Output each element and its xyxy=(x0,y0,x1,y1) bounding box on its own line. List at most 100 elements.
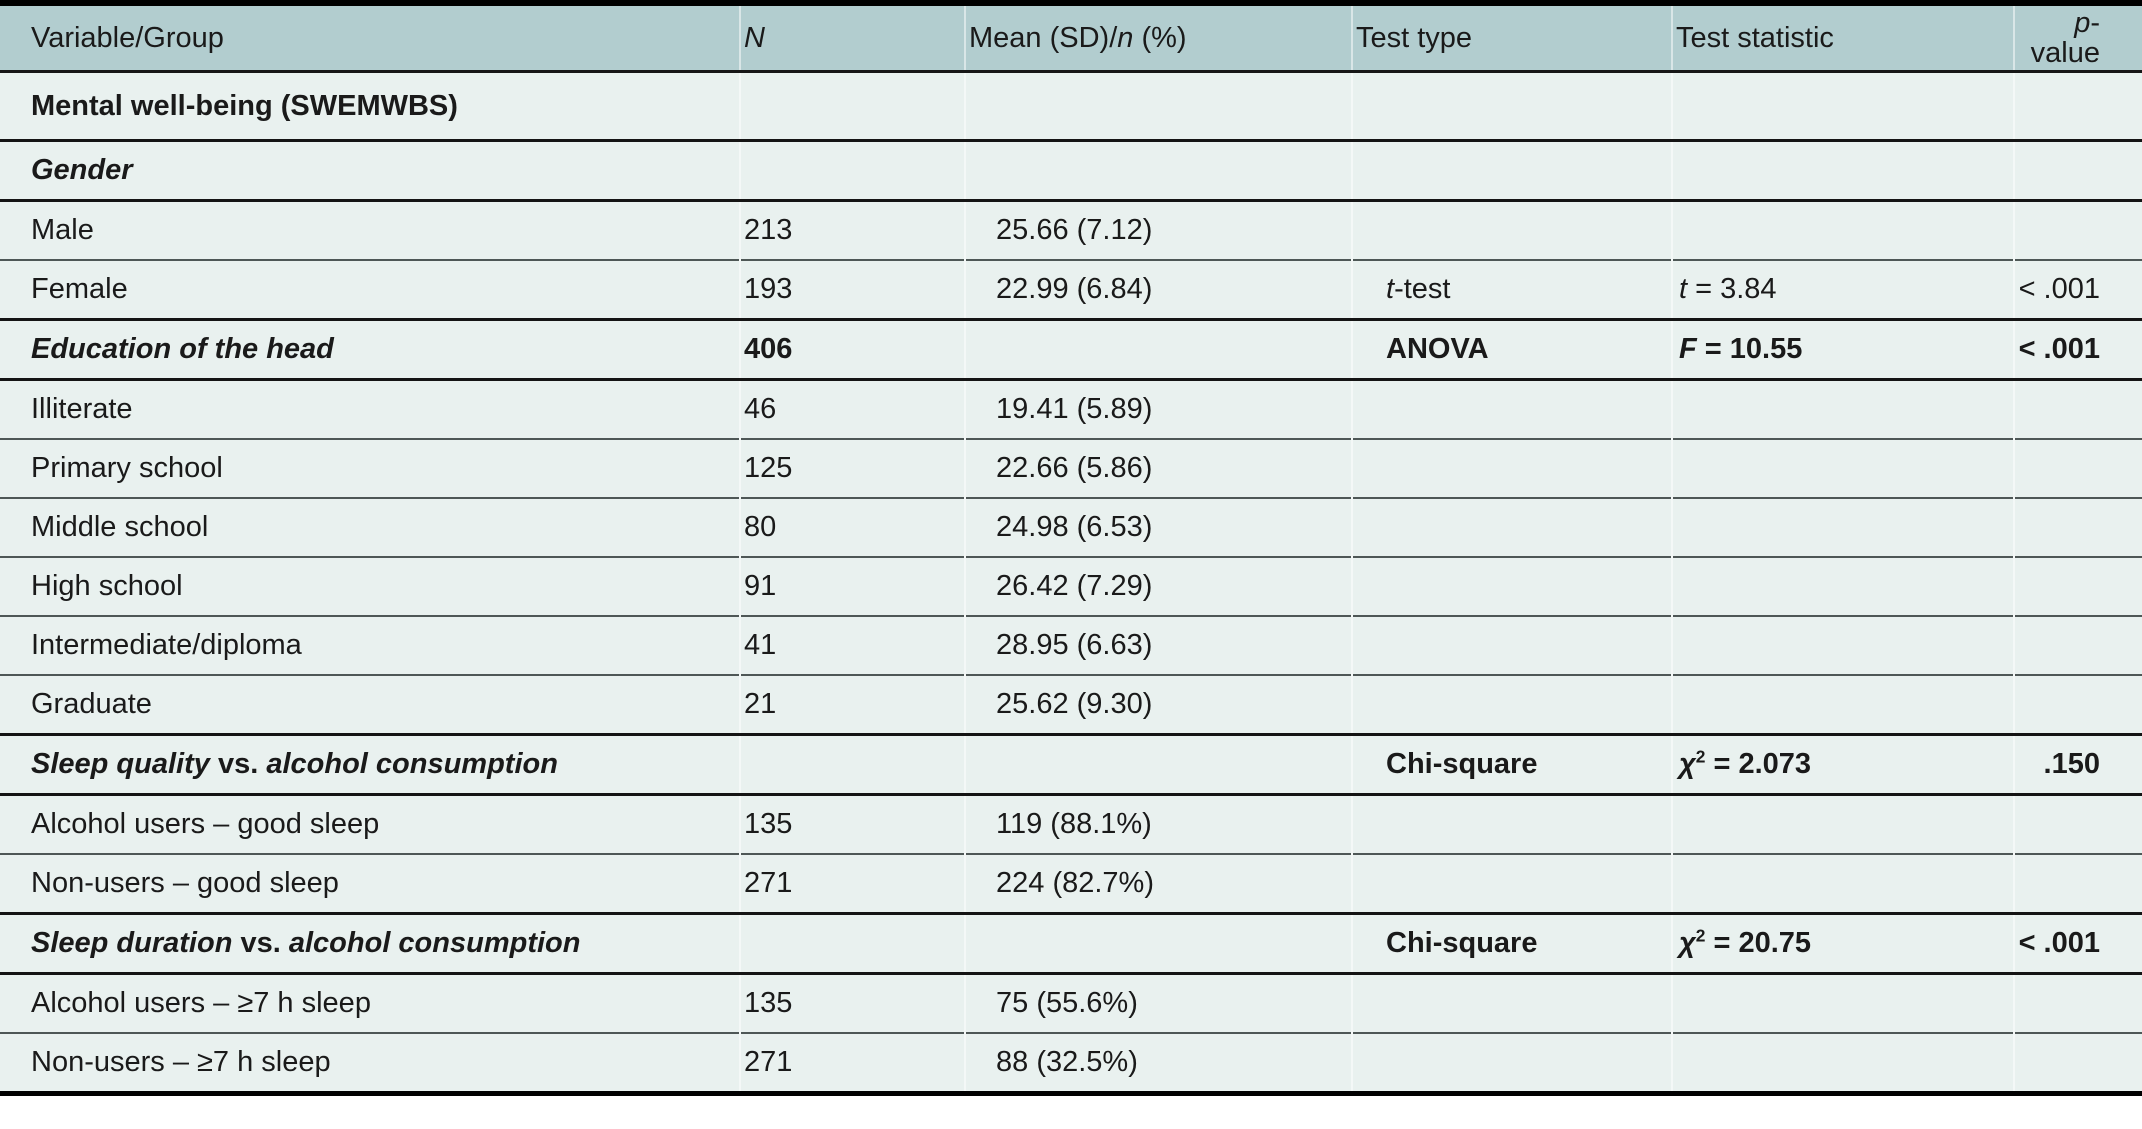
cell-test-statistic: χ2 = 20.75 xyxy=(1671,913,2014,974)
cell-test-type xyxy=(1351,675,1672,735)
cell-n: 271 xyxy=(739,1033,965,1094)
cell-test-type xyxy=(1351,71,1672,141)
cell-mean: 26.42 (7.29) xyxy=(964,557,1352,616)
cell-variable: Education of the head xyxy=(0,319,740,380)
column-header-variable-group: Variable/Group xyxy=(0,3,740,72)
column-header-test-statistic: Test statistic xyxy=(1671,3,2014,72)
cell-n: 193 xyxy=(739,260,965,320)
cell-p-value xyxy=(2013,1033,2142,1094)
row-alcohol-users-7h-sleep: Alcohol users – ≥7 h sleep 135 75 (55.6%… xyxy=(0,973,2142,1033)
cell-n: 91 xyxy=(739,557,965,616)
column-header-n: N xyxy=(739,3,965,72)
cell-p-value: < .001 xyxy=(2013,260,2142,320)
cell-test-statistic xyxy=(1671,854,2014,914)
cell-mean xyxy=(964,734,1352,795)
cell-n: 41 xyxy=(739,616,965,675)
cell-n xyxy=(739,734,965,795)
row-non-users-7h-sleep: Non-users – ≥7 h sleep 271 88 (32.5%) xyxy=(0,1033,2142,1094)
cell-mean: 88 (32.5%) xyxy=(964,1033,1352,1094)
cell-n: 80 xyxy=(739,498,965,557)
cell-test-statistic xyxy=(1671,498,2014,557)
cell-variable: High school xyxy=(0,557,740,616)
cell-test-statistic: F = 10.55 xyxy=(1671,319,2014,380)
cell-p-value xyxy=(2013,439,2142,498)
cell-n: 406 xyxy=(739,319,965,380)
cell-variable: Sleep duration vs. alcohol consumption xyxy=(0,913,740,974)
cell-mean: 25.66 (7.12) xyxy=(964,200,1352,260)
row-primary-school: Primary school 125 22.66 (5.86) xyxy=(0,439,2142,498)
cell-p-value: .150 xyxy=(2013,734,2142,795)
row-sleep-duration-vs-alcohol: Sleep duration vs. alcohol consumption C… xyxy=(0,913,2142,974)
row-sleep-quality-vs-alcohol: Sleep quality vs. alcohol consumption Ch… xyxy=(0,734,2142,795)
cell-p-value xyxy=(2013,557,2142,616)
cell-p-value xyxy=(2013,973,2142,1033)
cell-variable: Non-users – good sleep xyxy=(0,854,740,914)
cell-mean: 19.41 (5.89) xyxy=(964,379,1352,439)
cell-variable: Intermediate/diploma xyxy=(0,616,740,675)
cell-n: 271 xyxy=(739,854,965,914)
cell-test-statistic xyxy=(1671,616,2014,675)
row-graduate: Graduate 21 25.62 (9.30) xyxy=(0,675,2142,735)
cell-test-type: Chi-square xyxy=(1351,734,1672,795)
cell-n: 46 xyxy=(739,379,965,439)
cell-test-type xyxy=(1351,379,1672,439)
cell-p-value xyxy=(2013,616,2142,675)
cell-test-type xyxy=(1351,1033,1672,1094)
cell-test-type xyxy=(1351,200,1672,260)
cell-test-statistic xyxy=(1671,379,2014,439)
cell-test-type xyxy=(1351,854,1672,914)
cell-variable: Illiterate xyxy=(0,379,740,439)
cell-variable: Graduate xyxy=(0,675,740,735)
cell-test-type xyxy=(1351,498,1672,557)
cell-variable: Female xyxy=(0,260,740,320)
cell-test-statistic xyxy=(1671,973,2014,1033)
cell-variable: Gender xyxy=(0,140,740,201)
cell-p-value xyxy=(2013,140,2142,201)
cell-n: 135 xyxy=(739,973,965,1033)
cell-test-type xyxy=(1351,973,1672,1033)
cell-p-value xyxy=(2013,200,2142,260)
cell-mean: 24.98 (6.53) xyxy=(964,498,1352,557)
cell-p-value: < .001 xyxy=(2013,913,2142,974)
row-mental-wellbeing: Mental well-being (SWEMWBS) xyxy=(0,71,2142,141)
column-header-test-type: Test type xyxy=(1351,3,1672,72)
header-row: Variable/Group N Mean (SD)/n (%) Test ty… xyxy=(0,3,2142,72)
cell-p-value xyxy=(2013,854,2142,914)
cell-test-statistic: t = 3.84 xyxy=(1671,260,2014,320)
cell-p-value xyxy=(2013,794,2142,854)
cell-test-type xyxy=(1351,439,1672,498)
cell-test-statistic xyxy=(1671,675,2014,735)
cell-test-type xyxy=(1351,794,1672,854)
cell-variable: Alcohol users – good sleep xyxy=(0,794,740,854)
row-middle-school: Middle school 80 24.98 (6.53) xyxy=(0,498,2142,557)
cell-variable: Mental well-being (SWEMWBS) xyxy=(0,71,740,141)
cell-mean xyxy=(964,913,1352,974)
cell-test-statistic xyxy=(1671,71,2014,141)
cell-n: 125 xyxy=(739,439,965,498)
column-header-p-value: p-value xyxy=(2013,3,2142,72)
cell-test-statistic xyxy=(1671,794,2014,854)
cell-n xyxy=(739,913,965,974)
cell-n xyxy=(739,140,965,201)
cell-test-statistic xyxy=(1671,1033,2014,1094)
cell-test-statistic: χ2 = 2.073 xyxy=(1671,734,2014,795)
cell-mean xyxy=(964,140,1352,201)
cell-test-statistic xyxy=(1671,140,2014,201)
row-intermediate-diploma: Intermediate/diploma 41 28.95 (6.63) xyxy=(0,616,2142,675)
column-header-mean-sd: Mean (SD)/n (%) xyxy=(964,3,1352,72)
cell-n: 135 xyxy=(739,794,965,854)
row-non-users-good-sleep: Non-users – good sleep 271 224 (82.7%) xyxy=(0,854,2142,914)
cell-variable: Primary school xyxy=(0,439,740,498)
row-high-school: High school 91 26.42 (7.29) xyxy=(0,557,2142,616)
cell-variable: Sleep quality vs. alcohol consumption xyxy=(0,734,740,795)
cell-variable: Male xyxy=(0,200,740,260)
cell-test-type xyxy=(1351,557,1672,616)
cell-p-value xyxy=(2013,71,2142,141)
cell-mean: 25.62 (9.30) xyxy=(964,675,1352,735)
cell-p-value xyxy=(2013,498,2142,557)
cell-test-statistic xyxy=(1671,439,2014,498)
cell-mean: 28.95 (6.63) xyxy=(964,616,1352,675)
row-female: Female 193 22.99 (6.84) t-test t = 3.84 … xyxy=(0,260,2142,320)
row-male: Male 213 25.66 (7.12) xyxy=(0,200,2142,260)
row-education-of-head: Education of the head 406 ANOVA F = 10.5… xyxy=(0,319,2142,380)
